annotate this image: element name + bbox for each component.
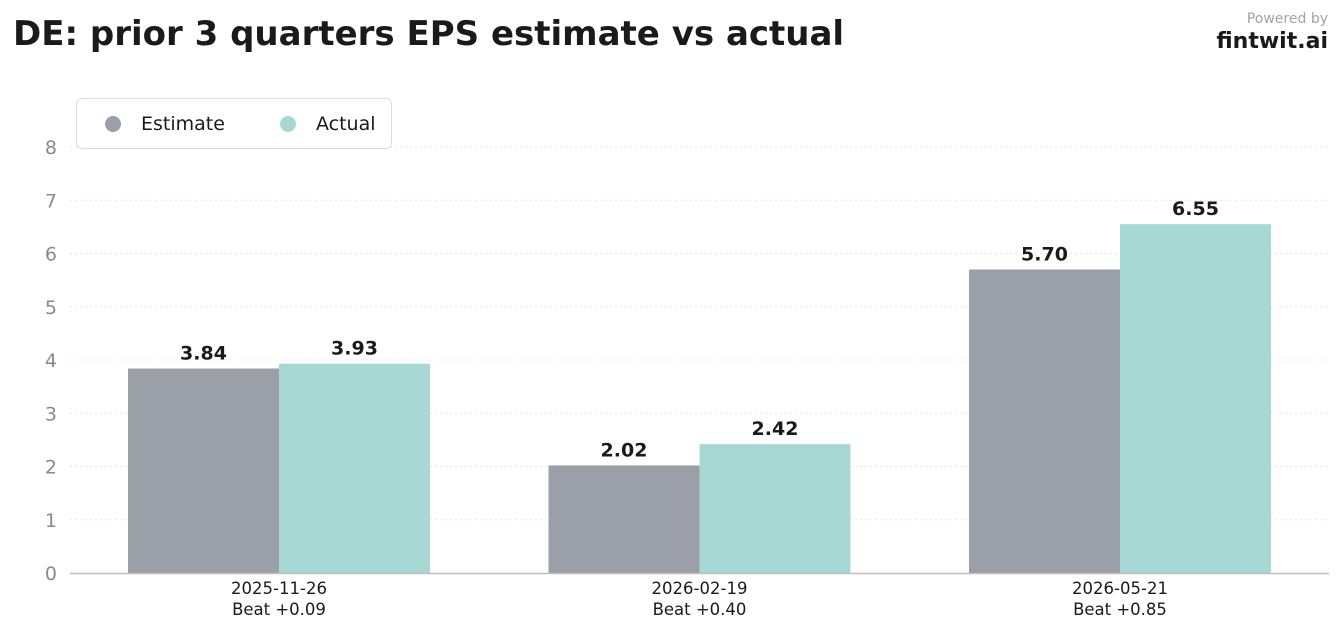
bar-actual-0 [279,363,430,573]
y-tick-label: 6 [45,244,57,266]
y-tick-label: 4 [45,350,57,372]
y-tick-label: 8 [45,137,57,159]
x-tick-label: 2026-02-19 [652,579,748,598]
legend-label-actual: Actual [316,112,376,135]
legend-item-estimate[interactable]: Estimate [105,99,225,148]
y-tick-label: 5 [45,297,57,319]
x-tick-sublabel: Beat +0.85 [1073,600,1167,619]
powered-by-label: Powered by [1246,11,1328,27]
bar-estimate-0 [128,368,279,573]
data-label: 6.55 [1172,198,1219,220]
bar-estimate-2 [969,269,1120,573]
legend-swatch-estimate [105,115,121,132]
y-tick-label: 7 [45,190,57,212]
data-label: 2.02 [601,439,648,461]
legend-swatch-actual [280,115,296,132]
brand-name: fintwit.ai [1216,29,1328,54]
data-label: 3.84 [180,343,227,365]
brand-block: Powered by fintwit.ai [1216,11,1328,54]
chart-legend: Estimate Actual [76,98,392,149]
y-tick-label: 1 [45,510,57,532]
x-tick-label: 2025-11-26 [231,579,327,598]
y-tick-label: 2 [45,457,57,479]
data-label: 5.70 [1021,243,1068,265]
page-title: DE: prior 3 quarters EPS estimate vs act… [13,14,845,54]
y-tick-label: 3 [45,403,57,425]
data-label: 3.93 [331,338,378,360]
y-tick-label: 0 [45,563,57,585]
x-tick-sublabel: Beat +0.40 [653,600,747,619]
bar-estimate-1 [548,465,700,573]
bar-actual-1 [699,444,851,573]
x-tick-label: 2026-05-21 [1072,579,1168,598]
data-label: 2.42 [752,418,799,440]
bar-actual-2 [1120,224,1271,573]
legend-label-estimate: Estimate [141,112,225,135]
legend-item-actual[interactable]: Actual [280,99,376,148]
x-tick-sublabel: Beat +0.09 [232,600,326,619]
